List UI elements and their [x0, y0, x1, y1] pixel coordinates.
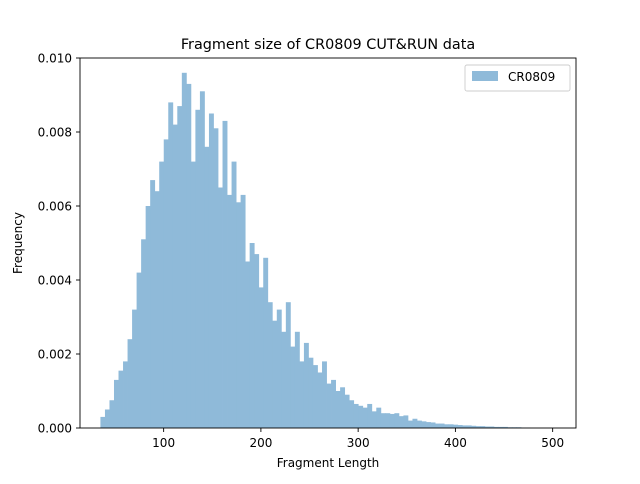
histogram-bar: [313, 365, 318, 428]
y-axis-label: Frequency: [11, 212, 25, 274]
histogram-bar: [272, 321, 277, 428]
histogram-bar: [204, 147, 209, 428]
histogram-bar: [200, 91, 205, 428]
histogram-bar: [354, 404, 359, 428]
histogram-bar: [114, 380, 119, 428]
histogram-bar: [137, 273, 142, 428]
histogram-bar: [105, 410, 110, 429]
histogram-bar: [164, 139, 169, 428]
x-tick-label: 300: [347, 436, 370, 450]
x-axis-label: Fragment Length: [277, 456, 380, 470]
histogram-bar: [128, 339, 133, 428]
histogram-bar: [453, 425, 458, 428]
histogram-bar: [426, 422, 431, 428]
histogram-bar: [182, 73, 187, 428]
histogram-bar: [358, 406, 363, 428]
histogram-bar: [173, 125, 178, 428]
histogram-bar: [417, 421, 422, 428]
histogram-bar: [372, 411, 377, 428]
y-tick-label: 0.006: [38, 199, 72, 213]
histogram-bar: [241, 195, 246, 428]
y-tick-label: 0.008: [38, 125, 72, 139]
y-tick-label: 0.010: [38, 51, 72, 65]
histogram-bar: [381, 413, 386, 428]
histogram-bar: [232, 162, 237, 428]
y-tick-label: 0.002: [38, 347, 72, 361]
histogram-bar: [177, 106, 182, 428]
histogram-bar: [132, 310, 137, 428]
histogram-bar: [100, 417, 105, 428]
histogram-bar: [250, 243, 255, 428]
histogram-bar: [449, 424, 454, 428]
histogram-bar: [295, 332, 300, 428]
histogram-bar: [336, 391, 341, 428]
histogram-bar: [394, 413, 399, 428]
histogram-bar: [385, 413, 390, 428]
histogram-bar: [304, 343, 309, 428]
histogram-bar: [119, 371, 124, 428]
histogram-bar: [191, 162, 196, 428]
legend: CR0809: [465, 65, 570, 91]
histogram-bar: [159, 162, 164, 428]
histogram-bar: [155, 191, 160, 428]
histogram-bar: [440, 424, 445, 428]
histogram-bar: [150, 180, 155, 428]
histogram-bar: [290, 347, 295, 428]
histogram-bar: [218, 188, 223, 429]
x-tick-label: 100: [152, 436, 175, 450]
x-tick-label: 500: [541, 436, 564, 450]
histogram-bar: [213, 128, 218, 428]
histogram-bar: [227, 195, 232, 428]
histogram-bar: [349, 400, 354, 428]
y-tick-label: 0.000: [38, 421, 72, 435]
histogram-bar: [236, 202, 241, 428]
histogram-bar: [146, 206, 151, 428]
histogram-bar: [363, 408, 368, 428]
histogram-bar: [281, 332, 286, 428]
chart-title: Fragment size of CR0809 CUT&RUN data: [181, 37, 475, 53]
histogram-bar: [259, 287, 264, 428]
histogram-bar: [268, 302, 273, 428]
histogram-bar: [444, 424, 449, 428]
histogram-bar: [286, 302, 291, 428]
legend-swatch-cr0809: [472, 71, 498, 81]
histogram-bar: [245, 262, 250, 429]
x-tick-label: 200: [249, 436, 272, 450]
histogram-bar: [308, 358, 313, 428]
legend-label-cr0809: CR0809: [508, 70, 555, 84]
histogram-bar: [318, 373, 323, 429]
histogram-bar: [327, 384, 332, 428]
histogram-bar: [223, 121, 228, 428]
histogram-bar: [422, 421, 427, 428]
histogram-bar: [123, 361, 128, 428]
histogram-bar: [367, 404, 372, 428]
histogram-bar: [431, 422, 436, 428]
histogram-bar: [412, 419, 417, 428]
histogram-bar: [195, 110, 200, 428]
x-tick-label: 400: [444, 436, 467, 450]
histogram-bar: [277, 310, 282, 428]
histogram-bar: [435, 424, 440, 428]
histogram-bar: [141, 239, 146, 428]
histogram-bar: [390, 414, 395, 428]
histogram-bar: [340, 387, 345, 428]
histogram-bar: [376, 408, 381, 428]
histogram-bar: [263, 258, 268, 428]
histogram-bar: [168, 102, 173, 428]
histogram-bar: [322, 361, 327, 428]
histogram-bar: [403, 415, 408, 428]
histogram-bar: [254, 254, 259, 428]
histogram-bar: [209, 114, 214, 429]
histogram-bar: [399, 416, 404, 428]
histogram-bar: [109, 400, 114, 428]
histogram-bar: [331, 380, 336, 428]
histogram-bar: [345, 395, 350, 428]
y-tick-label: 0.004: [38, 273, 72, 287]
histogram-bar: [299, 361, 304, 428]
histogram-bar: [186, 84, 191, 428]
histogram-bar: [408, 421, 413, 428]
